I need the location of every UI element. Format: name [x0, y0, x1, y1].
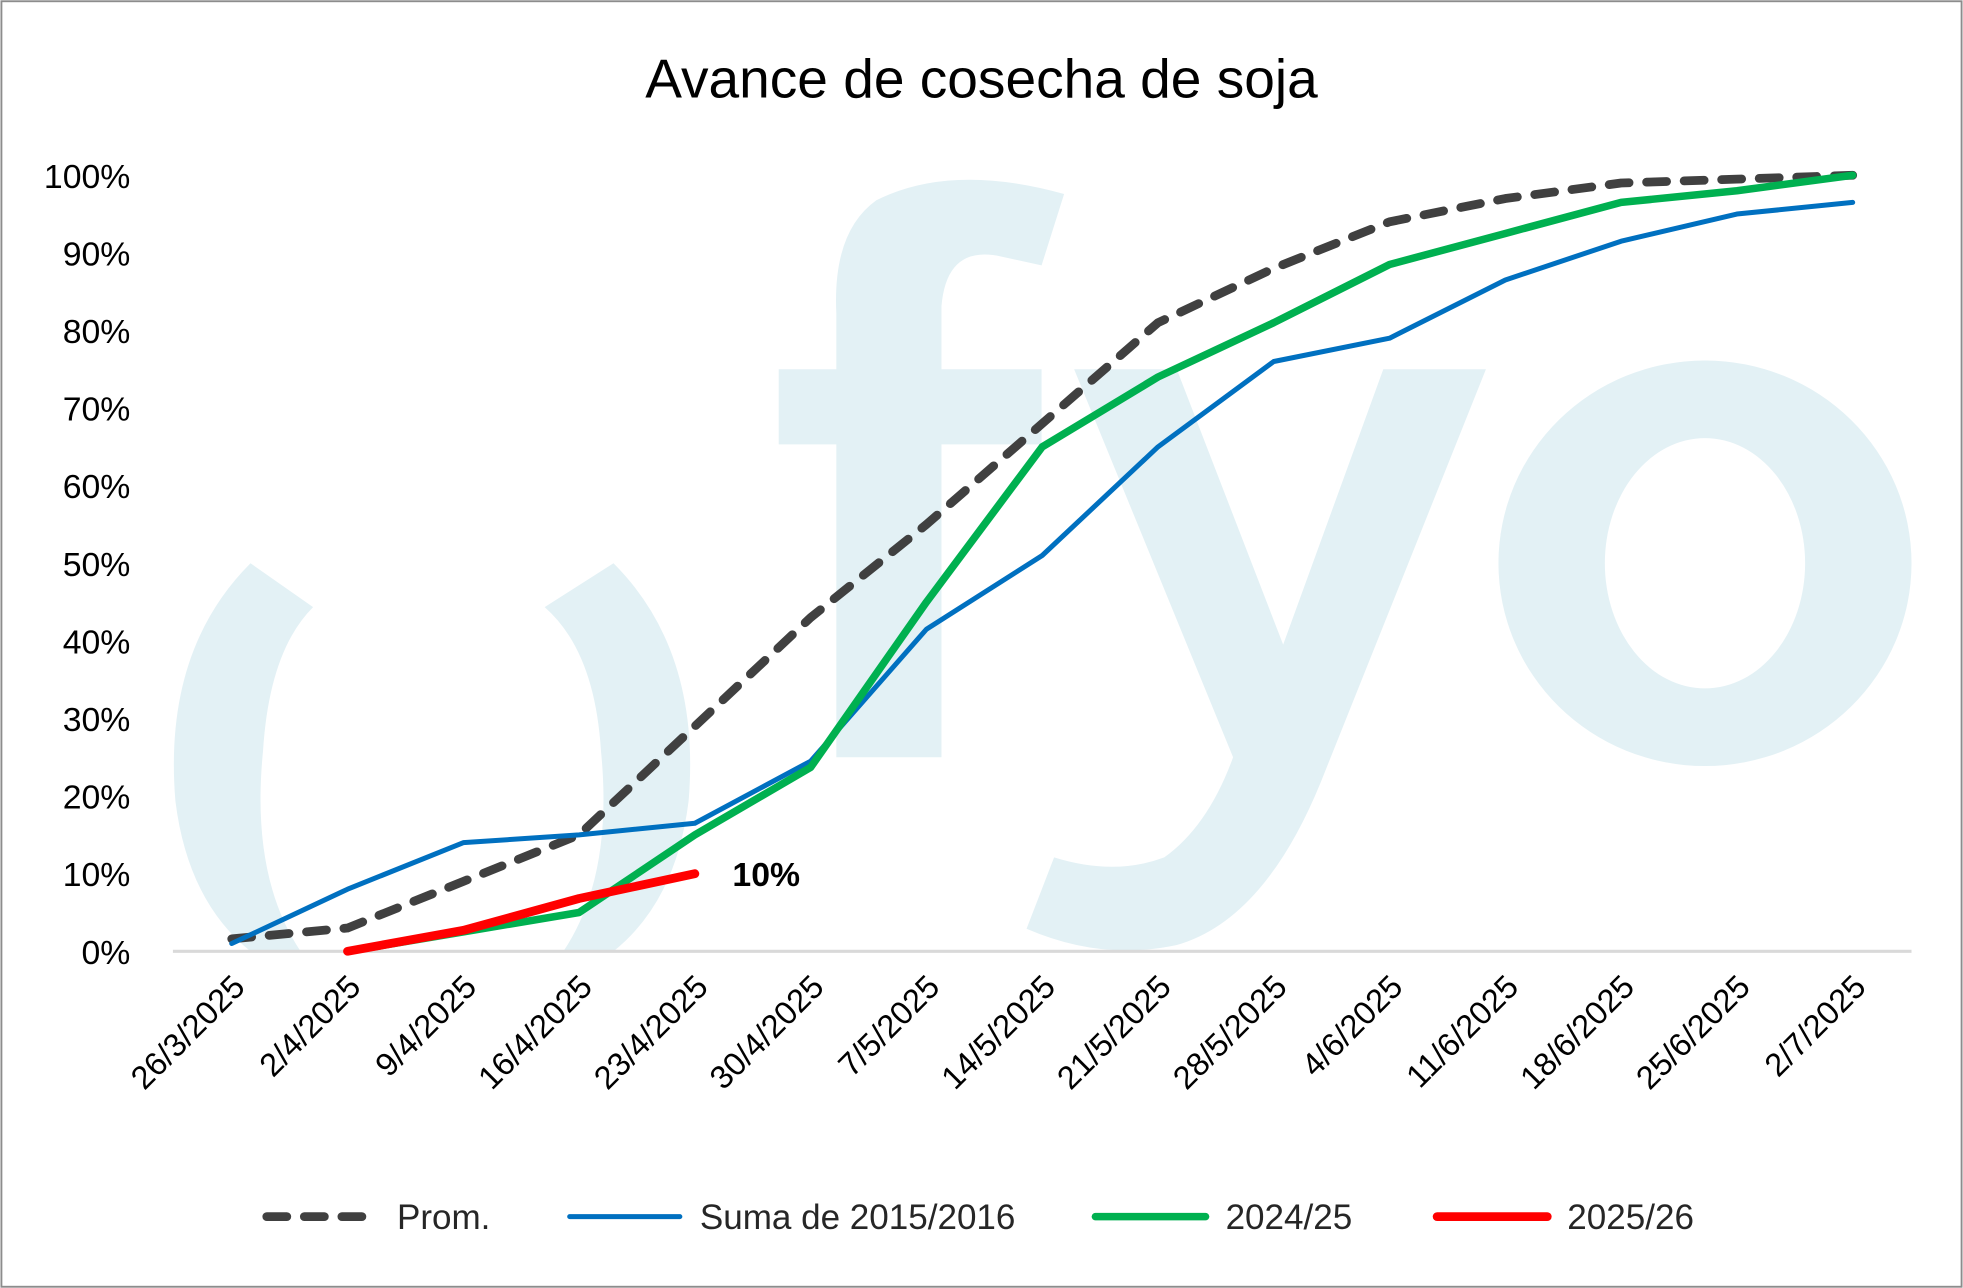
y-tick-label: 100%: [44, 158, 130, 196]
y-tick-label: 30%: [63, 701, 131, 739]
y-tick-label: 20%: [63, 779, 131, 817]
legend-item: Suma de 2015/2016: [567, 1198, 1016, 1237]
legend-label: 2024/25: [1226, 1198, 1353, 1237]
watermark-logo: [173, 179, 1912, 952]
legend-item: Prom.: [262, 1198, 490, 1237]
y-tick-label: 50%: [63, 546, 131, 584]
y-tick-label: 40%: [63, 623, 131, 661]
y-tick-label: 90%: [63, 235, 131, 273]
legend-item: 2025/26: [1432, 1198, 1694, 1237]
legend-label: Suma de 2015/2016: [700, 1198, 1016, 1237]
y-tick-label: 80%: [63, 313, 131, 351]
y-tick-label: 0%: [82, 934, 131, 972]
legend-label: 2025/26: [1567, 1198, 1694, 1237]
legend-item: 2024/25: [1091, 1198, 1353, 1237]
data-label: 10%: [732, 856, 800, 894]
series-line-2: [343, 171, 1857, 956]
y-tick-label: 70%: [63, 391, 131, 429]
series-line-3: [343, 869, 700, 956]
chart-title: Avance de cosecha de soja: [645, 48, 1318, 110]
legend-label: Prom.: [397, 1198, 490, 1237]
y-tick-label: 10%: [63, 856, 131, 894]
y-tick-label: 60%: [63, 468, 131, 506]
